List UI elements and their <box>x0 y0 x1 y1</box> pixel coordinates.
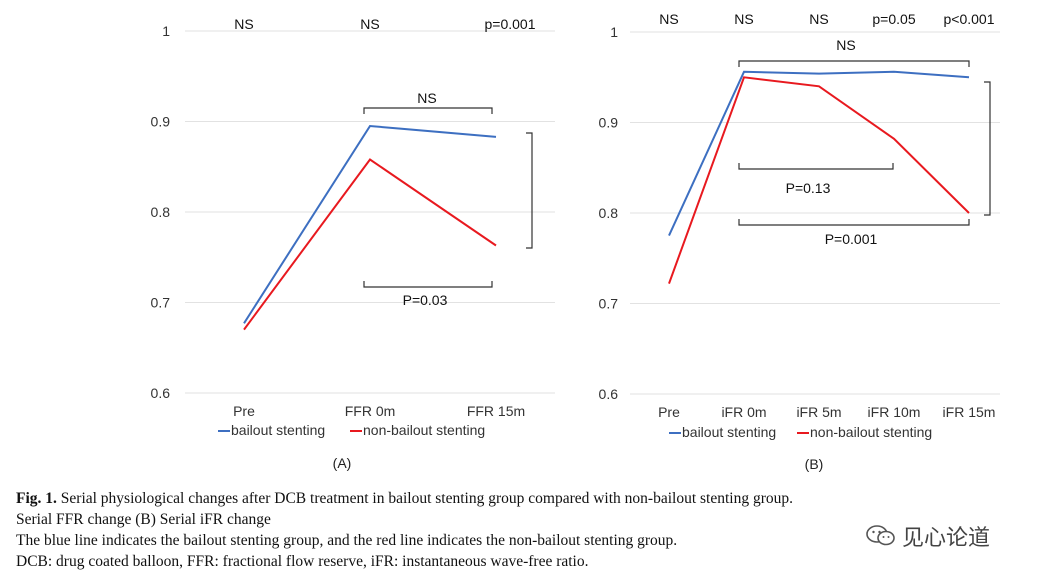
series-line-non-bailout <box>243 158 497 331</box>
x-tick-label: iFR 15m <box>943 404 996 420</box>
caption-line-2: Serial FFR change (B) Serial iFR change <box>16 511 271 528</box>
top-annotation: p<0.001 <box>944 11 995 27</box>
x-tick-label: iFR 10m <box>868 404 921 420</box>
y-tick-label: 0.7 <box>599 296 619 312</box>
annotation: NS <box>417 90 436 106</box>
bracket-p <box>363 281 493 288</box>
caption-line-3: The blue line indicates the bailout sten… <box>16 532 678 549</box>
bracket-p <box>738 163 894 170</box>
bracket-ns <box>738 60 970 67</box>
legend-label: bailout stenting <box>682 424 776 440</box>
caption-fig-label: Fig. 1. <box>16 490 57 507</box>
y-tick-label: 0.8 <box>151 204 171 220</box>
caption-text-1: Serial physiological changes after DCB t… <box>60 490 793 507</box>
y-tick-label: 1 <box>162 23 170 39</box>
x-tick-label: iFR 0m <box>721 404 766 420</box>
annotation: P=0.13 <box>786 180 831 196</box>
y-tick-label: 0.6 <box>151 385 171 401</box>
annotation: P=0.03 <box>403 292 448 308</box>
chart-panel-a: 0.6 0.7 0.8 0.9 1 Pre FFR 0m FFR 15m NS NS p=0.001… <box>151 16 555 471</box>
x-tick-label: iFR 5m <box>796 404 841 420</box>
caption-line-1: Fig. 1. Serial physiological changes aft… <box>16 488 916 509</box>
series-line-non-bailout <box>668 76 970 284</box>
bracket-ns <box>363 107 493 114</box>
watermark: 见心论道 <box>866 520 990 552</box>
y-tick-label: 0.8 <box>599 205 619 221</box>
annotation: NS <box>836 37 855 53</box>
figure-caption: Fig. 1. Serial physiological changes aft… <box>16 488 916 572</box>
panel-label: (A) <box>333 455 352 471</box>
legend-label: non-bailout stenting <box>363 422 485 438</box>
watermark-text: 见心论道 <box>902 526 991 551</box>
top-annotation: p=0.05 <box>872 11 915 27</box>
annotation: P=0.001 <box>825 231 878 247</box>
bracket-p2 <box>738 219 970 226</box>
x-tick-label: FFR 15m <box>467 403 525 419</box>
y-tick-label: 0.9 <box>151 114 171 130</box>
x-tick-label: Pre <box>233 403 255 419</box>
bracket-vertical <box>526 132 533 249</box>
top-annotation: p=0.001 <box>485 16 536 32</box>
legend-label: non-bailout stenting <box>810 424 932 440</box>
series-line-bailout <box>668 70 970 237</box>
chart-panel-b: 0.6 0.7 0.8 0.9 1 Pre iFR 0m iFR 5m iFR 10m iFR 1… <box>599 11 1000 472</box>
caption-line-4: DCB: drug coated balloon, FFR: fractiona… <box>16 553 589 570</box>
y-tick-label: 1 <box>610 24 618 40</box>
bracket-vertical <box>984 81 991 216</box>
wechat-icon <box>866 525 895 546</box>
y-tick-label: 0.7 <box>151 295 171 311</box>
legend-label: bailout stenting <box>231 422 325 438</box>
top-annotation: NS <box>360 16 379 32</box>
top-annotation: NS <box>809 11 828 27</box>
panel-label: (B) <box>805 456 824 472</box>
top-annotation: NS <box>659 11 678 27</box>
x-tick-label: Pre <box>658 404 680 420</box>
x-tick-label: FFR 0m <box>345 403 396 419</box>
y-tick-label: 0.9 <box>599 115 619 131</box>
series-line-bailout <box>243 124 497 324</box>
top-annotation: NS <box>234 16 253 32</box>
top-annotation: NS <box>734 11 753 27</box>
y-tick-label: 0.6 <box>599 386 619 402</box>
